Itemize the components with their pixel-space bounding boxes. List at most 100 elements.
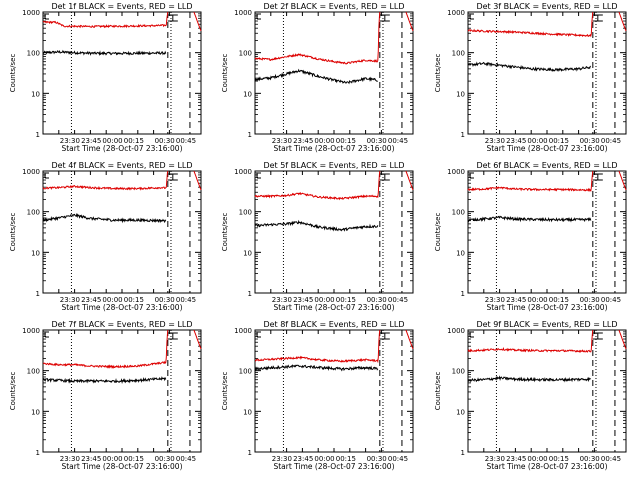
x-tick-label: 00:15 xyxy=(549,455,569,463)
y-tick-label: 1 xyxy=(461,290,465,298)
x-tick-label: 00:30 xyxy=(155,296,175,304)
y-axis-label: Counts/sec xyxy=(434,54,442,93)
x-tick-label: 00:00 xyxy=(527,137,547,145)
x-tick-label: 23:45 xyxy=(506,296,526,304)
y-tick-label: 100 xyxy=(239,50,252,58)
lld-series-line xyxy=(254,170,381,201)
y-axis-label: Counts/sec xyxy=(9,54,17,93)
y-tick-label: 1000 xyxy=(22,327,40,335)
y-axis-label: Counts/sec xyxy=(221,372,229,411)
x-tick-label: 00:45 xyxy=(176,296,196,304)
chart-title: Det 2f BLACK = Events, RED = LLD xyxy=(263,2,404,11)
x-tick-label: 00:45 xyxy=(601,137,621,145)
chart-title: Det 9f BLACK = Events, RED = LLD xyxy=(476,320,617,329)
x-axis-label: Start Time (28-Oct-07 23:16:00) xyxy=(61,462,182,471)
x-axis-label: Start Time (28-Oct-07 23:16:00) xyxy=(273,144,394,153)
x-tick-label: 23:45 xyxy=(506,455,526,463)
chart-panel-9: Det 9f BLACK = Events, RED = LLD 1 10 100 10… xyxy=(434,320,627,471)
x-tick-label: 00:45 xyxy=(601,455,621,463)
y-tick-label: 10 xyxy=(456,249,465,257)
x-axis-label: Start Time (28-Oct-07 23:16:00) xyxy=(486,144,607,153)
lld-series-line xyxy=(254,11,381,65)
x-tick-label: 23:30 xyxy=(60,455,80,463)
x-axis-label: Start Time (28-Oct-07 23:16:00) xyxy=(486,462,607,471)
chart-title: Det 8f BLACK = Events, RED = LLD xyxy=(263,320,404,329)
lld-series-line xyxy=(42,11,169,29)
chart-panel-5: Det 5f BLACK = Events, RED = LLD 1 10 100 10… xyxy=(221,161,414,312)
x-tick-label: 23:30 xyxy=(272,296,292,304)
y-tick-label: 100 xyxy=(27,50,40,58)
x-tick-label: 00:15 xyxy=(124,137,144,145)
y-tick-label: 10 xyxy=(456,408,465,416)
bracket-marker xyxy=(256,13,261,20)
plot-frame xyxy=(467,11,627,135)
x-tick-label: 23:30 xyxy=(60,137,80,145)
events-series-line xyxy=(467,215,592,223)
y-tick-label: 1 xyxy=(36,131,40,139)
x-tick-label: 00:30 xyxy=(155,455,175,463)
x-tick-label: 00:30 xyxy=(580,296,600,304)
x-tick-label: 00:45 xyxy=(388,455,408,463)
chart-title: Det 5f BLACK = Events, RED = LLD xyxy=(263,161,404,170)
bracket-marker xyxy=(469,331,474,338)
x-tick-label: 23:45 xyxy=(293,137,313,145)
x-tick-label: 00:30 xyxy=(367,455,387,463)
x-tick-label: 23:45 xyxy=(81,137,101,145)
y-axis-label: Counts/sec xyxy=(9,372,17,411)
x-tick-label: 23:30 xyxy=(60,296,80,304)
interval-marker xyxy=(167,332,178,340)
x-tick-label: 00:45 xyxy=(176,137,196,145)
plot-frame xyxy=(254,11,414,135)
y-axis-label: Counts/sec xyxy=(9,213,17,252)
bracket-marker xyxy=(469,13,474,20)
y-tick-label: 1000 xyxy=(22,168,40,176)
y-tick-label: 100 xyxy=(27,368,40,376)
x-tick-label: 00:15 xyxy=(336,137,356,145)
x-tick-label: 23:45 xyxy=(81,296,101,304)
lld-series-line xyxy=(467,329,594,353)
x-tick-label: 00:45 xyxy=(601,296,621,304)
x-tick-label: 00:45 xyxy=(176,455,196,463)
x-axis-label: Start Time (28-Oct-07 23:16:00) xyxy=(486,303,607,312)
lld-recovery-line xyxy=(405,329,414,350)
y-tick-label: 10 xyxy=(456,90,465,98)
y-tick-label: 1000 xyxy=(447,9,465,17)
plot-frame xyxy=(467,329,627,453)
x-tick-label: 23:30 xyxy=(272,137,292,145)
lld-recovery-line xyxy=(405,170,414,191)
x-axis-label: Start Time (28-Oct-07 23:16:00) xyxy=(273,462,394,471)
x-axis-label: Start Time (28-Oct-07 23:16:00) xyxy=(273,303,394,312)
interval-marker xyxy=(592,173,603,181)
x-tick-label: 00:00 xyxy=(527,455,547,463)
y-tick-label: 1000 xyxy=(447,327,465,335)
bracket-marker xyxy=(44,172,49,179)
y-tick-label: 1 xyxy=(36,449,40,457)
lld-recovery-line xyxy=(405,11,414,32)
y-tick-label: 1000 xyxy=(22,9,40,17)
x-tick-label: 00:15 xyxy=(124,296,144,304)
chart-panel-2: Det 2f BLACK = Events, RED = LLD 1 10 100 10… xyxy=(221,2,414,153)
chart-panel-1: Det 1f BLACK = Events, RED = LLD 1 10 100 10… xyxy=(9,2,202,153)
events-series-line xyxy=(467,61,591,73)
y-tick-label: 1000 xyxy=(234,168,252,176)
interval-marker xyxy=(379,332,390,340)
plot-frame xyxy=(254,170,414,294)
y-tick-label: 1000 xyxy=(447,168,465,176)
events-series-line xyxy=(42,49,167,56)
plot-frame xyxy=(42,11,202,135)
x-tick-label: 00:15 xyxy=(336,296,356,304)
chart-title: Det 1f BLACK = Events, RED = LLD xyxy=(51,2,192,11)
x-tick-label: 23:45 xyxy=(81,455,101,463)
y-axis-label: Counts/sec xyxy=(434,213,442,252)
x-tick-label: 23:30 xyxy=(272,455,292,463)
events-series-line xyxy=(254,68,378,85)
interval-marker xyxy=(592,14,603,22)
lld-series-line xyxy=(467,11,594,38)
y-tick-label: 10 xyxy=(243,249,252,257)
chart-title: Det 4f BLACK = Events, RED = LLD xyxy=(51,161,192,170)
y-tick-label: 1 xyxy=(248,449,252,457)
events-series-line xyxy=(467,375,591,383)
events-series-line xyxy=(42,212,167,224)
y-tick-label: 100 xyxy=(452,368,465,376)
y-tick-label: 1 xyxy=(461,449,465,457)
